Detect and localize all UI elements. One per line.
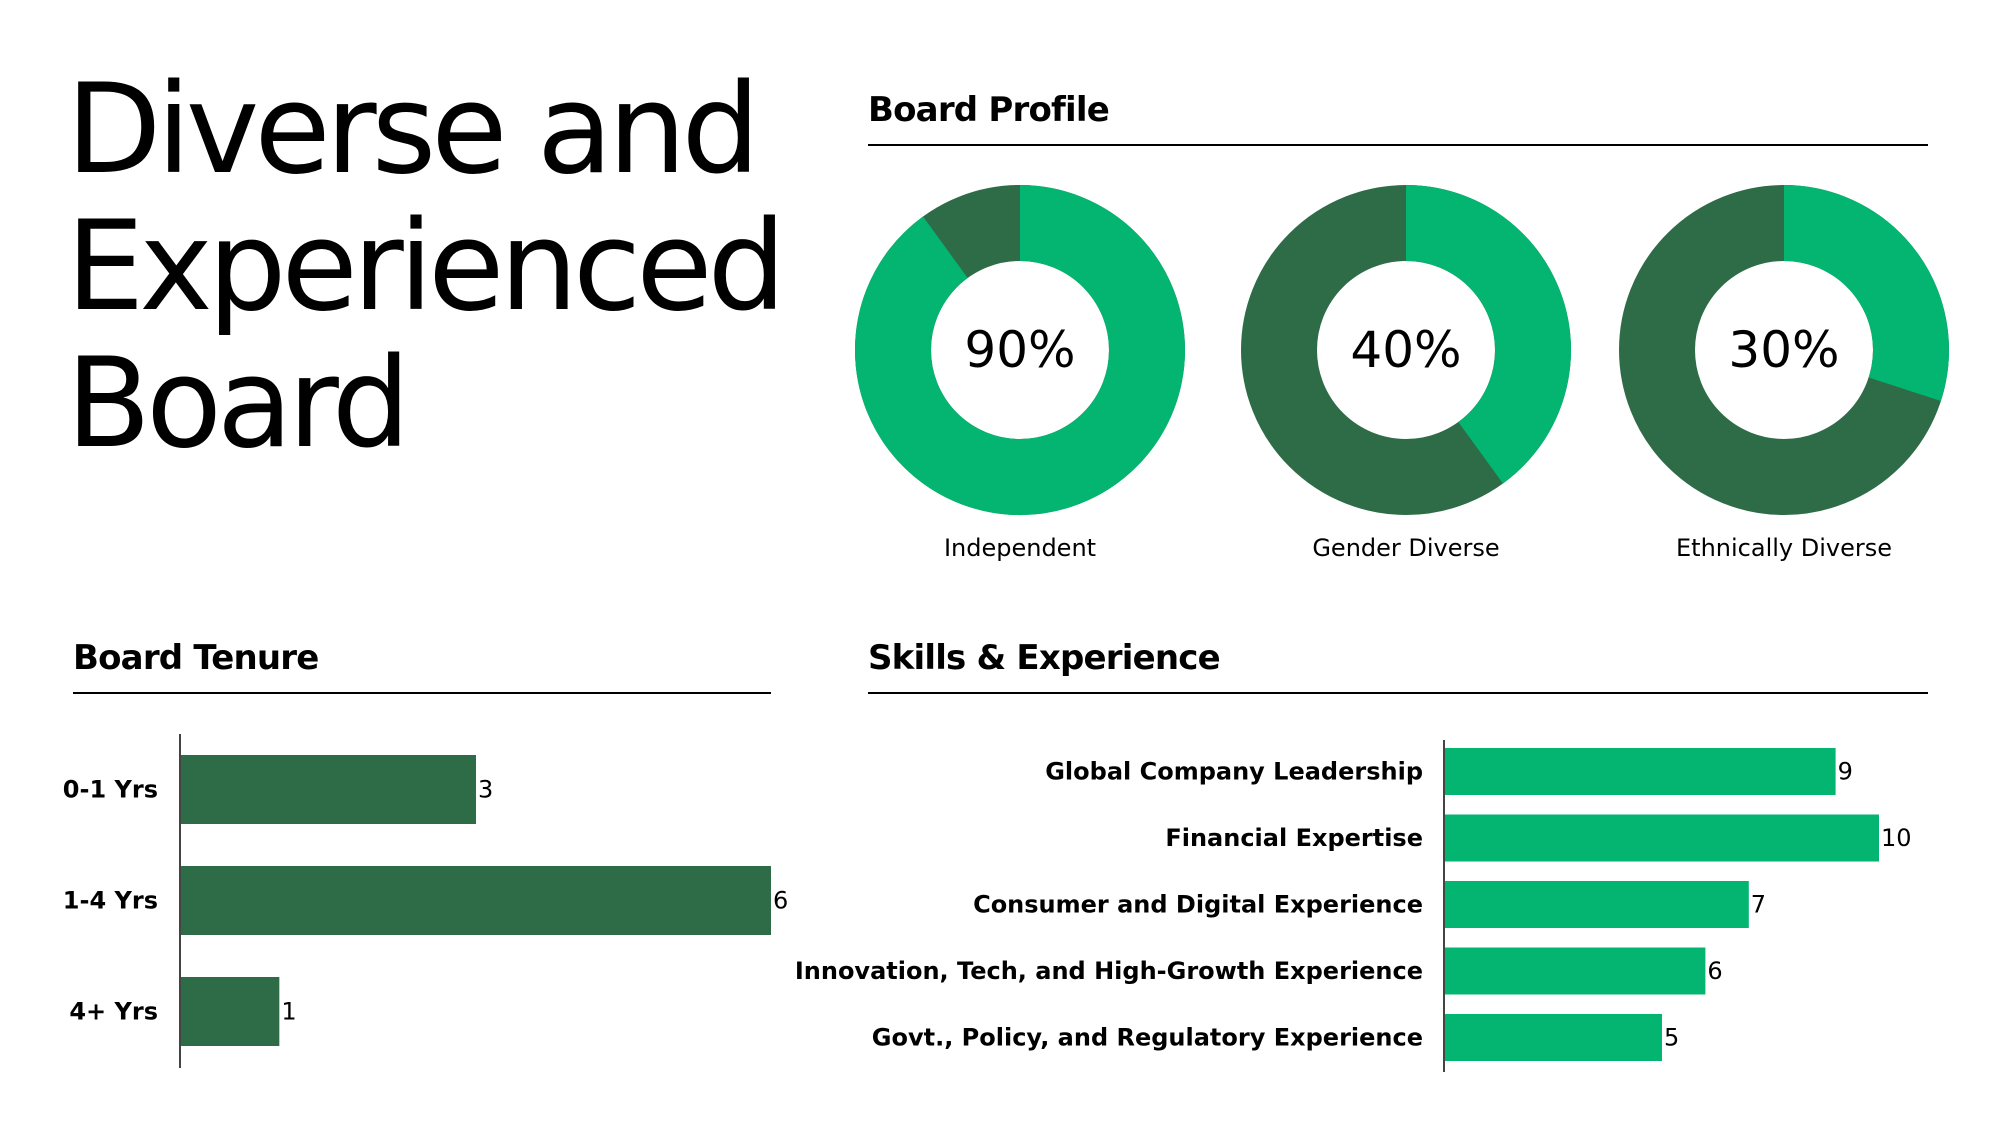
donut-ethnically-diverse-value: 30% <box>1728 321 1840 379</box>
tenure-value-label: 3 <box>478 776 493 804</box>
tenure-bar-0-1-yrs <box>181 755 476 824</box>
page-title-line: Board <box>66 332 410 476</box>
skills-value-label: 5 <box>1664 1024 1679 1052</box>
donut-independent: 90% <box>850 180 1190 520</box>
page-title-line: Diverse and <box>66 58 760 202</box>
board-profile-divider <box>868 144 1928 146</box>
tenure-value-label: 1 <box>281 998 296 1026</box>
donut-gender-diverse-value: 40% <box>1350 321 1462 379</box>
tenure-category-label: 4+ Yrs <box>69 998 158 1026</box>
skills-category-label: Innovation, Tech, and High-Growth Experi… <box>795 957 1423 985</box>
skills-experience-divider <box>868 692 1928 694</box>
board-tenure-chart: 0-1 Yrs 3 1-4 Yrs 6 4+ Yrs 1 <box>63 734 788 1068</box>
donut-ethnically-diverse: 30% <box>1614 180 1954 520</box>
donut-independent-label: Independent <box>943 534 1097 562</box>
skills-experience-heading: Skills & Experience <box>868 638 1221 678</box>
skills-bar-govt-policy-and-regulatory-experience <box>1445 1014 1662 1061</box>
tenure-value-label: 6 <box>773 887 788 915</box>
board-tenure-divider <box>73 692 771 694</box>
skills-value-label: 9 <box>1838 758 1853 786</box>
skills-category-label: Consumer and Digital Experience <box>973 891 1423 919</box>
skills-experience-chart: Global Company Leadership 9 Financial Expe… <box>795 740 1912 1072</box>
donut-gender-diverse-chart <box>1241 185 1571 515</box>
tenure-category-label: 1-4 Yrs <box>63 887 158 915</box>
tenure-bar-4-yrs <box>181 977 280 1046</box>
donut-independent-chart <box>855 185 1185 515</box>
skills-value-label: 10 <box>1881 824 1912 852</box>
skills-category-label: Global Company Leadership <box>1045 758 1423 786</box>
skills-bar-consumer-and-digital-experience <box>1445 881 1749 928</box>
donut-ethnically-diverse-label: Ethnically Diverse <box>1676 534 1892 562</box>
board-tenure-heading: Board Tenure <box>73 638 319 678</box>
donut-independent-value: 90% <box>964 321 1076 379</box>
donut-ethnically-diverse-arc <box>1782 185 1949 401</box>
skills-bar-global-company-leadership <box>1445 748 1836 795</box>
donut-gender-diverse-label: Gender Diverse <box>1312 534 1500 562</box>
skills-value-label: 6 <box>1707 957 1722 985</box>
skills-bar-innovation-tech-and-high-growth-experience <box>1445 947 1706 995</box>
tenure-bar-1-4-yrs <box>181 866 771 935</box>
page-title-line: Experienced <box>66 195 786 339</box>
skills-value-label: 7 <box>1751 891 1766 919</box>
donut-independent-arc <box>855 185 1185 515</box>
donut-gender-diverse: 40% <box>1236 180 1576 520</box>
skills-category-label: Govt., Policy, and Regulatory Experience <box>872 1024 1423 1052</box>
donut-gender-diverse-arc <box>1404 185 1571 484</box>
board-profile-heading: Board Profile <box>868 90 1110 130</box>
skills-bar-financial-expertise <box>1445 814 1879 862</box>
tenure-category-label: 0-1 Yrs <box>63 776 158 804</box>
donut-ethnically-diverse-chart <box>1619 185 1949 515</box>
skills-category-label: Financial Expertise <box>1165 824 1423 852</box>
page-title: Diverse and Experienced Board <box>66 58 786 476</box>
